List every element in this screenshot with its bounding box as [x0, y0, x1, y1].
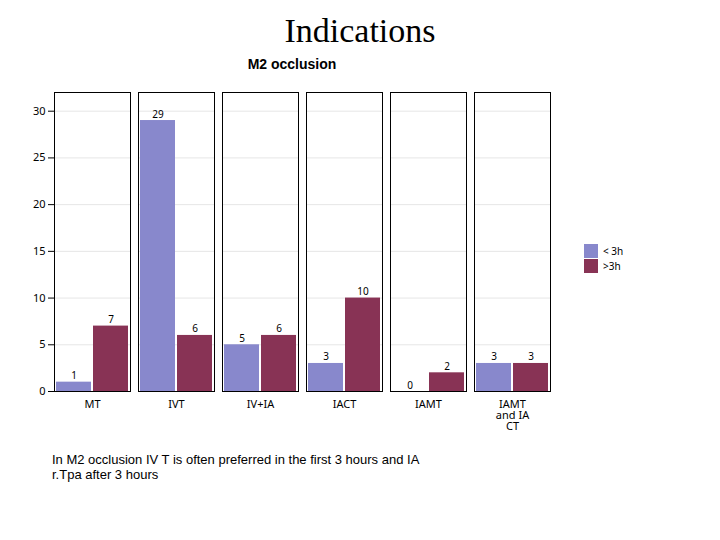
- svg-text:5: 5: [239, 331, 245, 345]
- svg-text:6: 6: [276, 321, 282, 335]
- html-text:Indications: Indications: [284, 12, 436, 49]
- html-text:< 3h: < 3h: [603, 243, 624, 258]
- svg-text:10: 10: [357, 284, 369, 298]
- svg-text:3: 3: [528, 349, 534, 363]
- svg-text:0: 0: [407, 378, 413, 392]
- svg-text:20: 20: [33, 196, 46, 211]
- svg-text:IAMT: IAMT: [415, 396, 442, 411]
- html-text:M2 occlusion: M2 occlusion: [247, 56, 337, 72]
- svg-text:IACT: IACT: [333, 396, 357, 411]
- html-text:In M2 occlusion IV T is often: In M2 occlusion IV T is often preferred …: [52, 452, 420, 482]
- svg-text:IAMTand IACT: IAMTand IACT: [496, 396, 530, 433]
- svg-text:7: 7: [108, 312, 114, 326]
- svg-text:1: 1: [71, 368, 77, 382]
- svg-text:IV+IA: IV+IA: [247, 396, 275, 411]
- svg-text:2: 2: [444, 359, 450, 373]
- svg-text:15: 15: [33, 243, 46, 258]
- svg-text:3: 3: [323, 349, 329, 363]
- svg-text:5: 5: [39, 336, 45, 351]
- svg-text:25: 25: [33, 149, 46, 164]
- svg-text:10: 10: [33, 290, 46, 305]
- svg-text:IVT: IVT: [168, 396, 184, 411]
- html-text:>3h: >3h: [603, 258, 621, 273]
- svg-text:3: 3: [491, 349, 497, 363]
- svg-text:6: 6: [192, 321, 198, 335]
- svg-text:MT: MT: [84, 396, 100, 411]
- svg-text:29: 29: [152, 107, 164, 121]
- svg-text:30: 30: [33, 103, 46, 118]
- svg-text:0: 0: [39, 383, 45, 398]
